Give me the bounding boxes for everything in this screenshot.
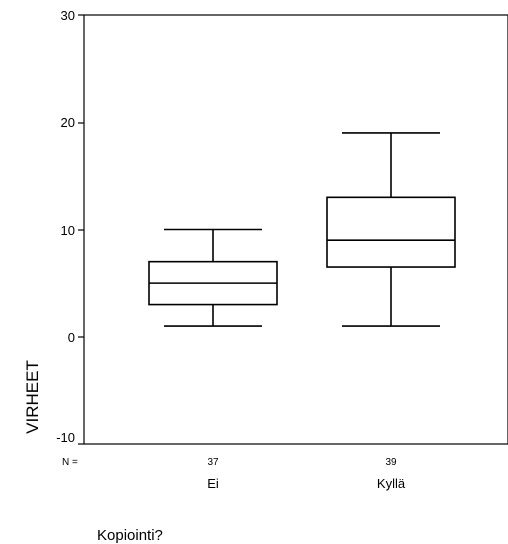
y-tick-label: 0 <box>68 330 75 345</box>
box-ei <box>148 228 278 327</box>
y-tick-label: 10 <box>61 223 75 238</box>
y-tick-label: -10 <box>56 430 75 445</box>
x-category-label: Ei <box>207 476 219 491</box>
n-count-ei: 37 <box>207 457 219 468</box>
n-count-kylla: 39 <box>385 457 397 468</box>
y-tick-label: 30 <box>61 8 75 23</box>
y-axis-title: VIRHEET <box>23 360 42 434</box>
x-category-label: Kyllä <box>377 476 406 491</box>
x-axis-title: Kopiointi? <box>97 527 163 544</box>
n-prefix: N = <box>62 457 78 468</box>
iqr-box <box>326 196 456 268</box>
box-kylla <box>326 132 456 327</box>
y-tick-label: 20 <box>61 115 75 130</box>
